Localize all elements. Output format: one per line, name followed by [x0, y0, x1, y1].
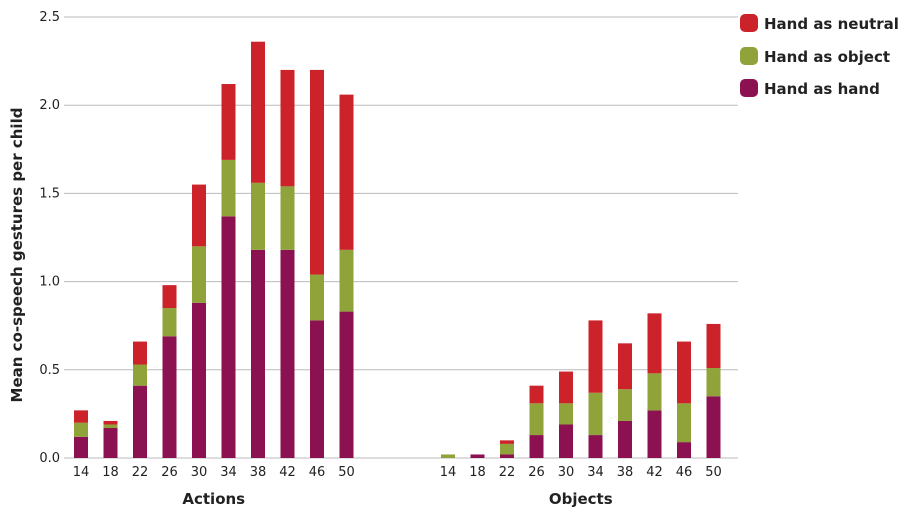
x-tick-label: 18	[102, 465, 119, 480]
bar-hand-as-neutral	[706, 323, 721, 369]
bar-hand-as-object	[441, 454, 455, 458]
y-tick-label: 1.0	[39, 275, 60, 290]
bar-hand-as-object	[133, 364, 147, 386]
bar-hand-as-hand	[706, 396, 721, 458]
y-axis-label: Mean co-speech gestures per child	[8, 108, 26, 403]
x-tick-label: 26	[528, 465, 545, 480]
x-tick-label: 18	[469, 465, 486, 480]
bar-hand-as-neutral	[162, 285, 177, 309]
bar-hand-as-neutral	[251, 41, 265, 183]
bar-hand-as-object	[339, 249, 354, 312]
legend-label-hand: Hand as hand	[764, 80, 880, 98]
x-tick-label: 22	[499, 465, 516, 480]
x-tick-label: 38	[250, 465, 267, 480]
bar-hand-as-neutral	[310, 69, 324, 275]
bar-hand-as-hand	[251, 249, 265, 458]
y-tick-label: 2.0	[39, 98, 60, 113]
bar-hand-as-hand	[192, 302, 206, 458]
bar-hand-as-neutral	[618, 343, 632, 390]
x-tick-label: 46	[309, 465, 326, 480]
bar-hand-as-hand	[588, 435, 603, 458]
x-tick-label: 14	[440, 465, 457, 480]
bar-hand-as-hand	[310, 320, 324, 458]
bar-hand-as-object	[251, 182, 265, 250]
x-tick-label: 22	[132, 465, 149, 480]
bar-hand-as-hand	[470, 454, 485, 458]
x-tick-label: 46	[676, 465, 693, 480]
bar-hand-as-hand	[559, 424, 573, 458]
bar-hand-as-object	[618, 389, 632, 421]
bar-hand-as-hand	[529, 435, 544, 458]
x-tick-label: 42	[646, 465, 663, 480]
bar-hand-as-hand	[500, 454, 514, 458]
bar-hand-as-neutral	[74, 410, 88, 423]
x-tick-label: 34	[220, 465, 237, 480]
x-tick-label: 14	[73, 465, 90, 480]
x-tick-label: 30	[191, 465, 208, 480]
x-tick-label: 30	[558, 465, 575, 480]
legend-swatch-neutral	[740, 14, 758, 32]
bar-hand-as-neutral	[559, 371, 573, 404]
bar-hand-as-object	[677, 403, 691, 443]
bar-hand-as-neutral	[192, 184, 206, 247]
legend: Hand as neutral Hand as object Hand as h…	[740, 14, 899, 98]
bar-hand-as-hand	[133, 385, 147, 458]
bar-hand-as-neutral	[677, 341, 691, 404]
bar-hand-as-neutral	[103, 420, 118, 425]
bar-hand-as-hand	[280, 249, 295, 458]
bar-hand-as-object	[529, 403, 544, 436]
bar-hand-as-neutral	[647, 313, 662, 374]
bar-hand-as-object	[706, 368, 721, 397]
x-tick-label: 38	[617, 465, 634, 480]
bar-hand-as-hand	[221, 216, 236, 458]
bar-hand-as-neutral	[339, 94, 354, 250]
bar-hand-as-object	[588, 392, 603, 436]
y-tick-label: 1.5	[39, 186, 60, 201]
bar-hand-as-hand	[74, 436, 88, 458]
y-tick-label: 0.0	[39, 451, 60, 466]
bar-hand-as-hand	[647, 410, 662, 458]
bars	[74, 41, 721, 458]
y-tick-label: 2.5	[39, 10, 60, 25]
group-labels: Actions Objects	[182, 490, 612, 508]
bar-hand-as-object	[647, 373, 662, 411]
legend-label-neutral: Hand as neutral	[764, 15, 899, 33]
bar-hand-as-object	[559, 403, 573, 425]
bar-hand-as-neutral	[500, 440, 514, 444]
bar-hand-as-object	[280, 186, 295, 250]
bar-hand-as-object	[500, 443, 514, 455]
bar-hand-as-object	[74, 422, 88, 437]
bar-hand-as-neutral	[221, 84, 236, 160]
bar-hand-as-hand	[677, 442, 691, 458]
bar-hand-as-object	[310, 274, 324, 321]
bar-hand-as-neutral	[529, 385, 544, 404]
y-axis-ticks: 0.0 0.5 1.0 1.5 2.0 2.5	[39, 10, 60, 466]
legend-swatch-object	[740, 47, 758, 65]
bar-hand-as-object	[221, 159, 236, 217]
y-tick-label: 0.5	[39, 363, 60, 378]
bar-hand-as-hand	[162, 336, 177, 458]
bar-hand-as-hand	[103, 428, 118, 458]
x-axis-ticks: 14 18 22 26 30 34 38 42 46 50 14 18 22 26 30 34 38 42 46 50	[73, 465, 722, 480]
bar-hand-as-object	[192, 246, 206, 303]
x-tick-label: 50	[338, 465, 355, 480]
x-tick-label: 34	[587, 465, 604, 480]
bar-hand-as-object	[103, 424, 118, 429]
group-label: Objects	[549, 490, 613, 508]
bar-hand-as-neutral	[280, 69, 295, 187]
legend-label-object: Hand as object	[764, 48, 890, 66]
x-tick-label: 50	[705, 465, 722, 480]
legend-swatch-hand	[740, 79, 758, 97]
bar-hand-as-hand	[339, 311, 354, 458]
x-tick-label: 26	[161, 465, 178, 480]
bar-hand-as-neutral	[133, 341, 147, 365]
bar-hand-as-hand	[618, 420, 632, 458]
x-tick-label: 42	[279, 465, 296, 480]
bar-hand-as-object	[162, 308, 177, 337]
bar-hand-as-neutral	[588, 320, 603, 393]
group-label: Actions	[182, 490, 245, 508]
